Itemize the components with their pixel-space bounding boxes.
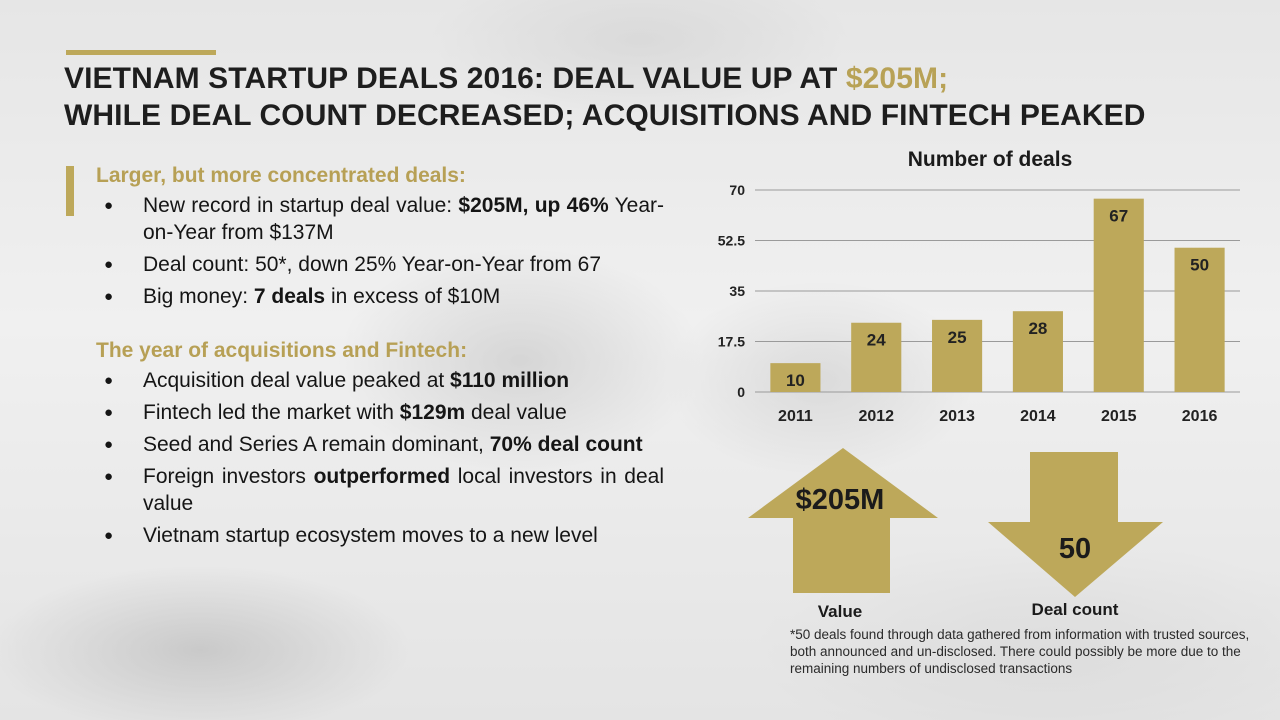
bar bbox=[770, 363, 821, 392]
y-tick-label: 0 bbox=[737, 384, 745, 400]
bar-data-label: 24 bbox=[867, 331, 886, 350]
section2-heading: The year of acquisitions and Fintech: bbox=[96, 339, 468, 362]
bar-data-label: 50 bbox=[1190, 256, 1209, 275]
section1-bullets: New record in startup deal value: $205M,… bbox=[104, 192, 664, 315]
bar bbox=[932, 319, 983, 392]
bullet-item: Foreign investors outperformed local inv… bbox=[104, 463, 664, 517]
chart-title: Number of deals bbox=[907, 148, 1073, 171]
deal-count-label: Deal count bbox=[1031, 600, 1119, 619]
bullet-item: Fintech led the market with $129m deal v… bbox=[104, 399, 664, 426]
bullet-item: Big money: 7 deals in excess of $10M bbox=[104, 283, 664, 310]
down-arrow-icon bbox=[988, 452, 1163, 597]
bullet-item: Vietnam startup ecosystem moves to a new… bbox=[104, 522, 664, 549]
section2-bullets: Acquisition deal value peaked at $110 mi… bbox=[104, 367, 664, 554]
title-accent-bar bbox=[66, 50, 216, 55]
bullet-item: Deal count: 50*, down 25% Year-on-Year f… bbox=[104, 251, 664, 278]
title-line1-prefix: VIETNAM STARTUP DEALS 2016: DEAL VALUE U… bbox=[64, 62, 846, 95]
title-line2: WHILE DEAL COUNT DECREASED; ACQUISITIONS… bbox=[64, 99, 1146, 132]
section-accent-bar bbox=[66, 166, 74, 216]
x-tick-label: 2015 bbox=[1101, 408, 1137, 425]
bar bbox=[1012, 311, 1063, 392]
deal-count-down-arrow bbox=[988, 452, 1163, 597]
y-tick-label: 70 bbox=[729, 182, 745, 198]
x-tick-label: 2012 bbox=[858, 408, 894, 425]
deal-count-figure: 50 bbox=[1058, 533, 1092, 565]
page-title: VIETNAM STARTUP DEALS 2016: DEAL VALUE U… bbox=[64, 60, 1244, 134]
x-tick-label: 2013 bbox=[939, 408, 975, 425]
bullet-item: Seed and Series A remain dominant, 70% d… bbox=[104, 431, 664, 458]
bar-data-label: 25 bbox=[948, 328, 967, 347]
bar-data-label: 28 bbox=[1028, 319, 1047, 338]
bar bbox=[1174, 247, 1225, 392]
bar bbox=[1093, 198, 1144, 392]
y-tick-label: 52.5 bbox=[718, 233, 745, 249]
title-line1-highlight: $205M; bbox=[845, 62, 949, 95]
up-arrow-icon bbox=[748, 448, 938, 593]
value-label: Value bbox=[817, 602, 863, 621]
x-tick-label: 2011 bbox=[778, 408, 813, 425]
bar-data-label: 10 bbox=[786, 371, 805, 390]
bar bbox=[851, 322, 902, 392]
bullet-item: New record in startup deal value: $205M,… bbox=[104, 192, 664, 246]
bar-data-label: 67 bbox=[1109, 207, 1128, 226]
y-tick-label: 17.5 bbox=[718, 334, 745, 350]
deals-bar-chart: 0 17.5 35 52.5 70 10 2011 24 2012 25 2013 28 2014 67 2… bbox=[718, 182, 1240, 425]
y-tick-label: 35 bbox=[729, 283, 745, 299]
footnote: *50 deals found through data gathered fr… bbox=[790, 627, 1250, 676]
bullet-item: Acquisition deal value peaked at $110 mi… bbox=[104, 367, 664, 394]
x-tick-label: 2014 bbox=[1020, 408, 1056, 425]
x-tick-label: 2016 bbox=[1182, 408, 1218, 425]
value-up-arrow bbox=[748, 448, 938, 593]
section1-heading: Larger, but more concentrated deals: bbox=[96, 164, 466, 187]
value-figure: $205M bbox=[795, 484, 885, 516]
